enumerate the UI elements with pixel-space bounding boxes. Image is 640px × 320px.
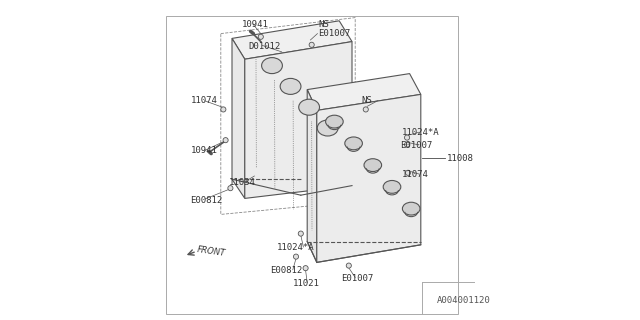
Text: D01012: D01012 [248, 42, 280, 51]
Text: 10941: 10941 [191, 146, 217, 155]
Text: NS: NS [362, 96, 372, 105]
Circle shape [406, 170, 411, 175]
Polygon shape [232, 38, 245, 198]
Circle shape [298, 231, 303, 236]
Text: 11024*A: 11024*A [277, 244, 314, 252]
Text: FRONT: FRONT [197, 245, 227, 258]
Polygon shape [232, 21, 352, 59]
Ellipse shape [403, 202, 420, 215]
Text: NS: NS [319, 20, 329, 28]
Text: 11024*A: 11024*A [402, 128, 439, 137]
Circle shape [223, 138, 228, 143]
Circle shape [221, 107, 226, 112]
Circle shape [346, 263, 351, 268]
Polygon shape [317, 94, 421, 262]
Text: 11074: 11074 [191, 96, 217, 105]
Text: E00812: E00812 [270, 266, 303, 275]
Text: 11008: 11008 [447, 154, 473, 163]
Ellipse shape [383, 180, 401, 193]
Text: 10941: 10941 [242, 20, 268, 28]
Polygon shape [307, 90, 317, 262]
Text: E00812: E00812 [191, 196, 223, 204]
Circle shape [309, 42, 314, 47]
Ellipse shape [262, 58, 282, 74]
Text: 11034: 11034 [229, 178, 255, 187]
Text: E01007: E01007 [340, 274, 373, 283]
Ellipse shape [345, 137, 362, 150]
Circle shape [228, 186, 233, 191]
Text: 11021: 11021 [292, 279, 319, 288]
Polygon shape [245, 42, 352, 198]
Polygon shape [307, 74, 421, 110]
Ellipse shape [299, 99, 319, 115]
Circle shape [404, 142, 410, 147]
Ellipse shape [317, 120, 338, 136]
Ellipse shape [364, 159, 381, 172]
Text: E01007: E01007 [319, 29, 351, 38]
Text: A004001120: A004001120 [437, 296, 490, 305]
Circle shape [364, 107, 369, 112]
Circle shape [259, 34, 264, 39]
Ellipse shape [280, 78, 301, 94]
Ellipse shape [326, 115, 343, 128]
Circle shape [303, 266, 308, 271]
Circle shape [293, 254, 298, 259]
Text: E01007: E01007 [400, 141, 432, 150]
Text: 11074: 11074 [402, 170, 428, 179]
Circle shape [404, 135, 410, 140]
